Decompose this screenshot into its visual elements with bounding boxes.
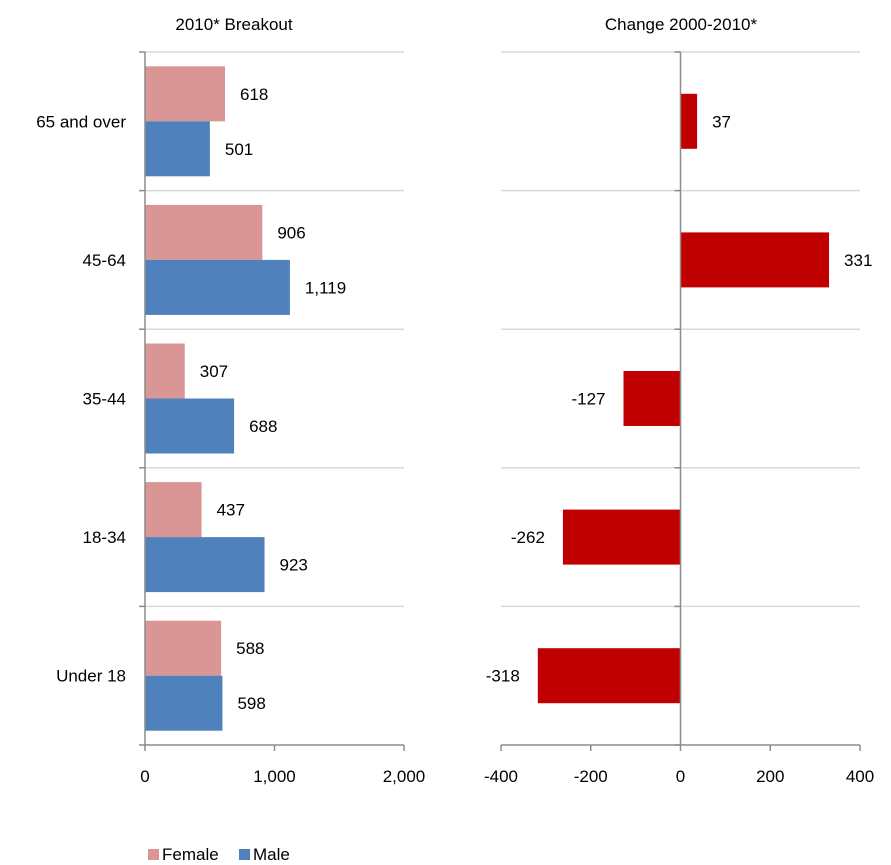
breakout-data-label-female: 437 xyxy=(217,501,245,520)
breakout-category-label: 65 and over xyxy=(36,112,126,131)
change-x-tick-label: 200 xyxy=(756,767,784,786)
change-data-label: 37 xyxy=(712,112,731,131)
breakout-bars: 618 501 906 1,119 307 688 437 923 588 598 xyxy=(145,66,346,731)
breakout-category-labels: 65 and over 45-64 35-44 18-34 Under 18 xyxy=(36,112,126,685)
breakout-data-label-female: 906 xyxy=(277,223,305,242)
breakout-chart: 2010* Breakout 618 501 906 1,119 307 688 437 92… xyxy=(36,15,425,786)
change-bar xyxy=(680,232,830,288)
change-data-label: 331 xyxy=(844,251,872,270)
change-bar xyxy=(623,371,681,426)
breakout-bar-male xyxy=(145,537,265,593)
change-chart-title: Change 2000-2010* xyxy=(605,15,758,34)
change-tick-labels: -400 -200 0 200 400 xyxy=(484,767,874,786)
breakout-x-tick-label: 2,000 xyxy=(383,767,426,786)
legend-swatch-female xyxy=(148,849,159,860)
change-x-tick-label: 400 xyxy=(846,767,874,786)
breakout-data-label-female: 588 xyxy=(236,639,264,658)
breakout-bar-male xyxy=(145,259,290,315)
breakout-axes xyxy=(139,51,405,751)
breakout-bar-male xyxy=(145,121,210,177)
breakout-data-label-male: 501 xyxy=(225,140,253,159)
breakout-data-label-male: 1,119 xyxy=(305,278,346,297)
breakout-bar-female xyxy=(145,66,226,122)
breakout-data-label-female: 307 xyxy=(200,362,228,381)
breakout-bar-female xyxy=(145,620,222,676)
breakout-data-label-male: 688 xyxy=(249,417,277,436)
breakout-category-label: Under 18 xyxy=(56,667,126,686)
legend-label-female: Female xyxy=(162,845,219,864)
change-bar xyxy=(537,648,681,704)
breakout-data-label-male: 598 xyxy=(237,694,265,713)
legend-swatch-male xyxy=(239,849,250,860)
breakout-tick-labels: 0 1,000 2,000 xyxy=(140,767,425,786)
breakout-category-label: 45-64 xyxy=(83,251,126,270)
breakout-bar-male xyxy=(145,398,235,454)
change-bar xyxy=(562,509,681,565)
breakout-data-label-female: 618 xyxy=(240,85,268,104)
change-bar xyxy=(680,93,698,149)
breakout-x-tick-label: 0 xyxy=(140,767,149,786)
change-x-tick-label: 0 xyxy=(676,767,685,786)
change-x-tick-label: -400 xyxy=(484,767,518,786)
breakout-bar-female xyxy=(145,482,202,538)
legend-label-male: Male xyxy=(253,845,290,864)
breakout-bar-female xyxy=(145,204,263,260)
breakout-category-label: 35-44 xyxy=(83,390,126,409)
breakout-bar-female xyxy=(145,343,185,399)
breakout-category-label: 18-34 xyxy=(83,528,126,547)
change-x-tick-label: -200 xyxy=(574,767,608,786)
change-bars: 37 331 -127 -262 -318 xyxy=(486,93,872,704)
breakout-chart-title: 2010* Breakout xyxy=(175,15,292,34)
breakout-bar-male xyxy=(145,675,223,731)
change-data-label: -262 xyxy=(511,528,545,547)
breakout-gridlines xyxy=(145,51,404,608)
legend: Female Male xyxy=(148,845,290,864)
breakout-data-label-male: 923 xyxy=(280,556,308,575)
change-axes xyxy=(500,51,861,751)
change-data-label: -127 xyxy=(571,390,605,409)
change-data-label: -318 xyxy=(486,667,520,686)
breakout-x-tick-label: 1,000 xyxy=(253,767,296,786)
change-chart: Change 2000-2010* 37 331 -127 -262 -318 -400… xyxy=(484,15,874,786)
